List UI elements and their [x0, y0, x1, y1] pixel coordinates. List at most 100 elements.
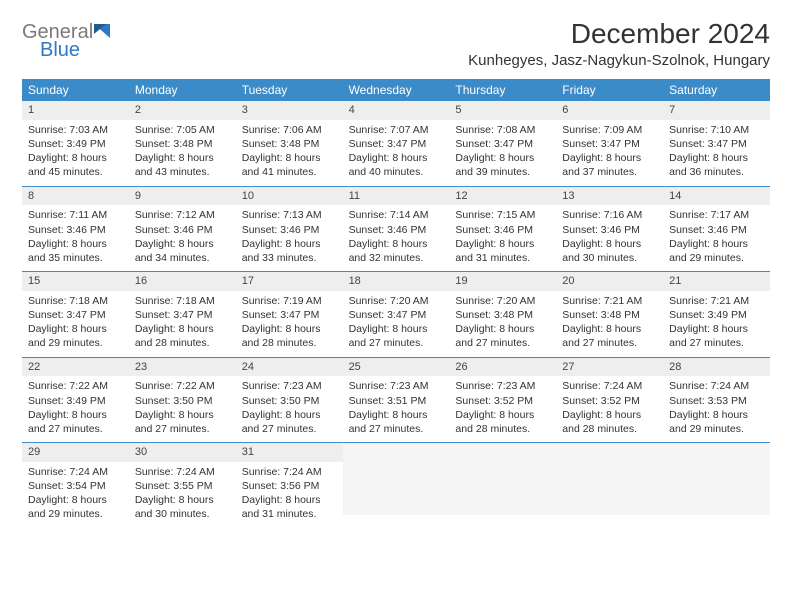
day-content: Sunrise: 7:21 AMSunset: 3:49 PMDaylight:… — [663, 291, 770, 357]
day-content: Sunrise: 7:22 AMSunset: 3:50 PMDaylight:… — [129, 376, 236, 442]
daylight-text: and 28 minutes. — [135, 336, 230, 350]
daylight-text: and 29 minutes. — [28, 507, 123, 521]
daylight-text: and 27 minutes. — [242, 422, 337, 436]
daylight-text: and 27 minutes. — [28, 422, 123, 436]
day-number: 9 — [129, 187, 236, 206]
daylight-text: and 27 minutes. — [349, 422, 444, 436]
day-cell: 9Sunrise: 7:12 AMSunset: 3:46 PMDaylight… — [129, 187, 236, 272]
day-cell: 28Sunrise: 7:24 AMSunset: 3:53 PMDayligh… — [663, 358, 770, 443]
dow-friday: Friday — [556, 79, 663, 101]
daylight-text: and 29 minutes. — [669, 422, 764, 436]
day-number: 7 — [663, 101, 770, 120]
daylight-text: and 36 minutes. — [669, 165, 764, 179]
day-content: Sunrise: 7:09 AMSunset: 3:47 PMDaylight:… — [556, 120, 663, 186]
sunrise-text: Sunrise: 7:20 AM — [455, 294, 550, 308]
dow-tuesday: Tuesday — [236, 79, 343, 101]
day-cell: 16Sunrise: 7:18 AMSunset: 3:47 PMDayligh… — [129, 272, 236, 357]
daylight-text: and 28 minutes. — [562, 422, 657, 436]
daylight-text: and 29 minutes. — [669, 251, 764, 265]
day-content — [343, 457, 450, 515]
week-row: 1Sunrise: 7:03 AMSunset: 3:49 PMDaylight… — [22, 101, 770, 186]
day-content: Sunrise: 7:17 AMSunset: 3:46 PMDaylight:… — [663, 205, 770, 271]
daylight-text: Daylight: 8 hours — [669, 151, 764, 165]
day-cell: 24Sunrise: 7:23 AMSunset: 3:50 PMDayligh… — [236, 358, 343, 443]
day-cell — [663, 443, 770, 528]
day-number: 29 — [22, 443, 129, 462]
sunrise-text: Sunrise: 7:16 AM — [562, 208, 657, 222]
day-content: Sunrise: 7:05 AMSunset: 3:48 PMDaylight:… — [129, 120, 236, 186]
sunset-text: Sunset: 3:47 PM — [349, 308, 444, 322]
day-cell: 26Sunrise: 7:23 AMSunset: 3:52 PMDayligh… — [449, 358, 556, 443]
daylight-text: and 35 minutes. — [28, 251, 123, 265]
day-number: 12 — [449, 187, 556, 206]
daylight-text: and 41 minutes. — [242, 165, 337, 179]
sunrise-text: Sunrise: 7:24 AM — [562, 379, 657, 393]
day-content: Sunrise: 7:07 AMSunset: 3:47 PMDaylight:… — [343, 120, 450, 186]
day-content: Sunrise: 7:23 AMSunset: 3:52 PMDaylight:… — [449, 376, 556, 442]
sunrise-text: Sunrise: 7:21 AM — [669, 294, 764, 308]
daylight-text: Daylight: 8 hours — [669, 408, 764, 422]
day-number: 3 — [236, 101, 343, 120]
sunset-text: Sunset: 3:49 PM — [28, 394, 123, 408]
logo: General Blue — [22, 18, 132, 58]
day-number: 25 — [343, 358, 450, 377]
sunset-text: Sunset: 3:48 PM — [242, 137, 337, 151]
day-cell: 17Sunrise: 7:19 AMSunset: 3:47 PMDayligh… — [236, 272, 343, 357]
daylight-text: and 30 minutes. — [135, 507, 230, 521]
sunset-text: Sunset: 3:49 PM — [28, 137, 123, 151]
sunrise-text: Sunrise: 7:19 AM — [242, 294, 337, 308]
sunset-text: Sunset: 3:46 PM — [28, 223, 123, 237]
day-number: 5 — [449, 101, 556, 120]
title-block: December 2024 Kunhegyes, Jasz-Nagykun-Sz… — [468, 18, 770, 69]
sunrise-text: Sunrise: 7:24 AM — [669, 379, 764, 393]
day-cell: 10Sunrise: 7:13 AMSunset: 3:46 PMDayligh… — [236, 187, 343, 272]
daylight-text: Daylight: 8 hours — [455, 322, 550, 336]
day-cell: 27Sunrise: 7:24 AMSunset: 3:52 PMDayligh… — [556, 358, 663, 443]
day-content: Sunrise: 7:18 AMSunset: 3:47 PMDaylight:… — [129, 291, 236, 357]
day-content — [449, 457, 556, 515]
day-content: Sunrise: 7:18 AMSunset: 3:47 PMDaylight:… — [22, 291, 129, 357]
day-number: 20 — [556, 272, 663, 291]
sunset-text: Sunset: 3:47 PM — [669, 137, 764, 151]
day-number: 14 — [663, 187, 770, 206]
sunrise-text: Sunrise: 7:18 AM — [28, 294, 123, 308]
day-number: 31 — [236, 443, 343, 462]
day-number — [556, 443, 663, 457]
day-cell: 3Sunrise: 7:06 AMSunset: 3:48 PMDaylight… — [236, 101, 343, 186]
daylight-text: Daylight: 8 hours — [349, 151, 444, 165]
day-cell: 7Sunrise: 7:10 AMSunset: 3:47 PMDaylight… — [663, 101, 770, 186]
daylight-text: Daylight: 8 hours — [562, 408, 657, 422]
sunset-text: Sunset: 3:46 PM — [455, 223, 550, 237]
header: General Blue December 2024 Kunhegyes, Ja… — [22, 18, 770, 69]
daylight-text: and 40 minutes. — [349, 165, 444, 179]
daylight-text: and 39 minutes. — [455, 165, 550, 179]
day-cell: 23Sunrise: 7:22 AMSunset: 3:50 PMDayligh… — [129, 358, 236, 443]
day-cell: 5Sunrise: 7:08 AMSunset: 3:47 PMDaylight… — [449, 101, 556, 186]
day-cell: 2Sunrise: 7:05 AMSunset: 3:48 PMDaylight… — [129, 101, 236, 186]
sunrise-text: Sunrise: 7:20 AM — [349, 294, 444, 308]
dow-thursday: Thursday — [449, 79, 556, 101]
daylight-text: Daylight: 8 hours — [562, 322, 657, 336]
sunset-text: Sunset: 3:49 PM — [669, 308, 764, 322]
logo-icon: General Blue — [22, 18, 132, 58]
day-cell: 1Sunrise: 7:03 AMSunset: 3:49 PMDaylight… — [22, 101, 129, 186]
daylight-text: Daylight: 8 hours — [455, 237, 550, 251]
sunrise-text: Sunrise: 7:24 AM — [242, 465, 337, 479]
daylight-text: Daylight: 8 hours — [669, 237, 764, 251]
day-content: Sunrise: 7:19 AMSunset: 3:47 PMDaylight:… — [236, 291, 343, 357]
day-content: Sunrise: 7:22 AMSunset: 3:49 PMDaylight:… — [22, 376, 129, 442]
sunset-text: Sunset: 3:47 PM — [28, 308, 123, 322]
day-number: 1 — [22, 101, 129, 120]
day-number — [663, 443, 770, 457]
day-cell — [343, 443, 450, 528]
daylight-text: Daylight: 8 hours — [242, 151, 337, 165]
day-number: 18 — [343, 272, 450, 291]
dow-row: Sunday Monday Tuesday Wednesday Thursday… — [22, 79, 770, 101]
day-number: 26 — [449, 358, 556, 377]
dow-wednesday: Wednesday — [343, 79, 450, 101]
daylight-text: Daylight: 8 hours — [135, 151, 230, 165]
sunset-text: Sunset: 3:56 PM — [242, 479, 337, 493]
day-number: 13 — [556, 187, 663, 206]
daylight-text: and 43 minutes. — [135, 165, 230, 179]
sunset-text: Sunset: 3:50 PM — [135, 394, 230, 408]
